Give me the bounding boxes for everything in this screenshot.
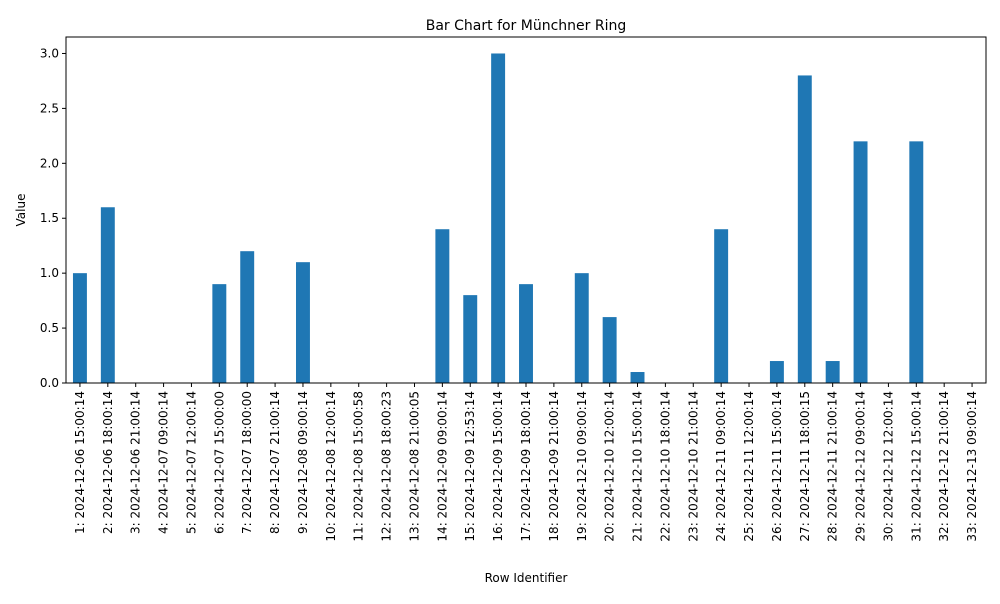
y-ticks: 0.0 0.5 1.0 1.5 2.0 2.5 3.0 [40, 46, 66, 390]
bar [240, 251, 255, 383]
x-tick-label: 3: 2024-12-06 21:00:14 [129, 391, 143, 534]
bar [574, 273, 589, 383]
x-tick-label: 16: 2024-12-09 15:00:14 [491, 391, 505, 542]
x-tick-label: 27: 2024-12-11 18:00:15 [798, 391, 812, 542]
x-tick-label: 15: 2024-12-09 12:53:14 [463, 391, 477, 542]
bar [602, 317, 617, 383]
x-tick-label: 17: 2024-12-09 18:00:14 [519, 391, 533, 542]
bar [714, 229, 729, 383]
y-tick-label: 1.0 [40, 266, 59, 280]
y-axis-label: Value [14, 194, 28, 227]
plot-frame [65, 36, 987, 384]
bar [435, 229, 450, 383]
x-tick-label: 7: 2024-12-07 18:00:00 [240, 391, 254, 534]
bar [212, 284, 227, 383]
y-tick-label: 1.5 [40, 211, 59, 225]
x-tick-label: 22: 2024-12-10 18:00:14 [658, 391, 672, 542]
x-tick-label: 31: 2024-12-12 15:00:14 [909, 391, 923, 542]
x-tick-label: 12: 2024-12-08 18:00:23 [380, 391, 394, 542]
x-tick-label: 1: 2024-12-06 15:00:14 [73, 391, 87, 534]
bar [853, 141, 868, 383]
bar [519, 284, 533, 383]
y-tick-label: 2.5 [40, 101, 59, 115]
x-tick-label: 13: 2024-12-08 21:00:05 [407, 391, 421, 542]
x-tick-label: 8: 2024-12-07 21:00:14 [268, 391, 282, 534]
bar [909, 141, 924, 383]
bar [100, 207, 115, 383]
x-ticks: 1: 2024-12-06 15:00:14 2: 2024-12-06 18:0… [73, 383, 979, 542]
x-tick-label: 19: 2024-12-10 09:00:14 [575, 391, 589, 542]
bar [825, 361, 840, 383]
x-axis-label: Row Identifier [485, 571, 568, 585]
x-tick-label: 10: 2024-12-08 12:00:14 [324, 391, 338, 542]
x-tick-label: 24: 2024-12-11 09:00:14 [714, 391, 728, 542]
y-tick-label: 2.0 [40, 156, 59, 170]
bar [797, 75, 812, 383]
x-tick-label: 11: 2024-12-08 15:00:58 [352, 391, 366, 542]
y-tick-label: 0.5 [40, 321, 59, 335]
bars-layer [72, 53, 924, 383]
x-tick-label: 18: 2024-12-09 21:00:14 [547, 391, 561, 542]
bar [463, 295, 478, 383]
chart-title: Bar Chart for Münchner Ring [426, 18, 626, 34]
x-tick-label: 26: 2024-12-11 15:00:14 [770, 391, 784, 542]
y-tick-label: 0.0 [40, 376, 59, 390]
bar [72, 273, 87, 383]
x-tick-label: 33: 2024-12-13 09:00:14 [965, 391, 979, 542]
x-tick-label: 14: 2024-12-09 09:00:14 [435, 391, 449, 542]
x-tick-label: 32: 2024-12-12 21:00:14 [937, 391, 951, 542]
x-tick-label: 30: 2024-12-12 12:00:14 [881, 391, 895, 542]
x-tick-label: 29: 2024-12-12 09:00:14 [854, 391, 868, 542]
bar [491, 53, 506, 383]
x-tick-label: 5: 2024-12-07 12:00:14 [184, 391, 198, 534]
x-tick-label: 23: 2024-12-10 21:00:14 [686, 391, 700, 542]
x-tick-label: 4: 2024-12-07 09:00:14 [157, 391, 171, 534]
x-tick-label: 20: 2024-12-10 12:00:14 [603, 391, 617, 542]
bar [769, 361, 784, 383]
x-tick-label: 25: 2024-12-11 12:00:14 [742, 391, 756, 542]
x-tick-label: 9: 2024-12-08 09:00:14 [296, 391, 310, 534]
x-tick-label: 21: 2024-12-10 15:00:14 [631, 391, 645, 542]
y-tick-label: 3.0 [40, 46, 59, 60]
x-tick-label: 28: 2024-12-11 21:00:14 [826, 391, 840, 542]
bar [296, 262, 310, 383]
bar [630, 372, 645, 383]
x-tick-label: 2: 2024-12-06 18:00:14 [101, 391, 115, 534]
x-tick-label: 6: 2024-12-07 15:00:00 [212, 391, 226, 534]
